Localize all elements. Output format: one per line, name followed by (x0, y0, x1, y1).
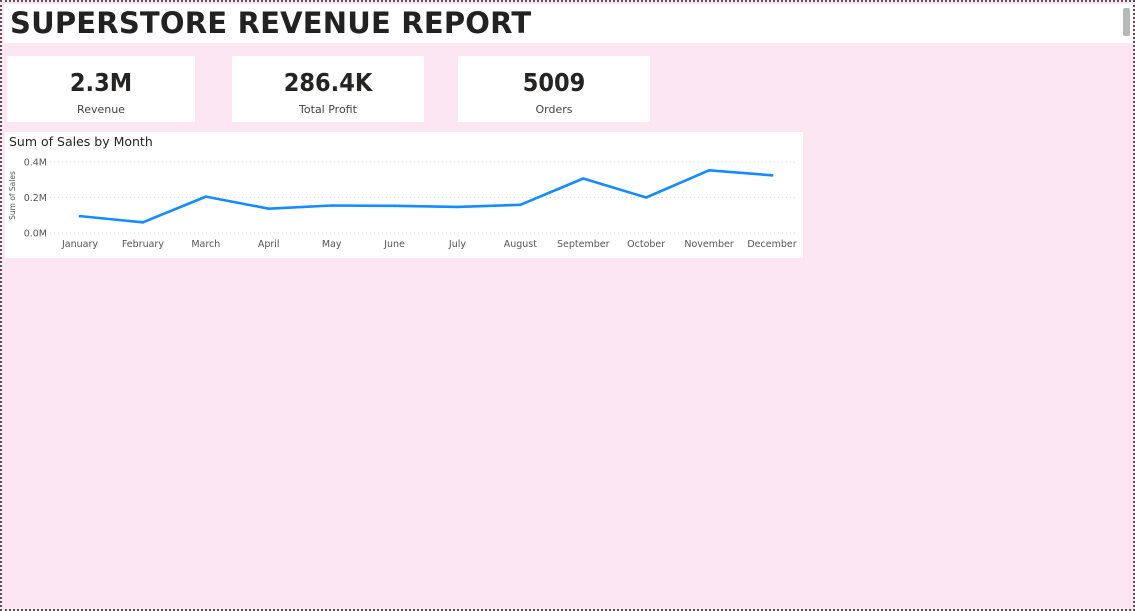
chart-plot[interactable]: 0.0M 0.2M 0.4M Sum of Sales January February M… (5, 132, 803, 258)
sales-line[interactable] (78, 169, 774, 224)
total-profit-label: Total Profit (299, 103, 357, 116)
data-point[interactable] (644, 196, 648, 199)
page-title: SUPERSTORE REVENUE REPORT (10, 6, 532, 40)
sales-by-month-chart[interactable]: Sum of Sales by Month 0.0M 0.2M 0.4M Sum of… (5, 132, 803, 258)
revenue-card[interactable]: 2.3M Revenue (7, 56, 195, 122)
x-tick-label: July (448, 239, 466, 250)
data-point[interactable] (581, 177, 585, 180)
x-tick-label: February (122, 239, 164, 250)
x-tick-label: September (557, 239, 610, 250)
data-point[interactable] (141, 221, 145, 224)
y-tick-label: 0.2M (24, 193, 47, 204)
x-tick-label: April (258, 239, 280, 250)
x-tick-label: October (627, 239, 665, 250)
y-tick-label: 0.0M (24, 229, 47, 240)
data-point[interactable] (770, 174, 774, 177)
x-tick-label: June (383, 239, 405, 250)
x-tick-label: November (684, 239, 734, 250)
x-tick-label: December (747, 239, 796, 250)
total-profit-card[interactable]: 286.4K Total Profit (232, 56, 424, 122)
data-point[interactable] (204, 195, 208, 198)
x-tick-label: August (504, 239, 538, 250)
x-tick-label: January (61, 239, 98, 250)
report-header: SUPERSTORE REVENUE REPORT (4, 4, 1133, 43)
y-axis-title: Sum of Sales (8, 171, 17, 220)
data-point[interactable] (78, 214, 82, 218)
data-point[interactable] (707, 169, 711, 172)
data-point[interactable] (519, 203, 522, 207)
orders-label: Orders (535, 103, 573, 116)
x-tick-label: May (322, 239, 342, 250)
revenue-value: 2.3M (69, 68, 133, 97)
data-point[interactable] (267, 207, 271, 210)
revenue-label: Revenue (77, 103, 125, 116)
y-tick-label: 0.4M (24, 158, 47, 169)
vertical-scrollbar[interactable] (1123, 8, 1130, 36)
data-point[interactable] (456, 205, 459, 209)
data-point[interactable] (330, 204, 333, 207)
orders-card[interactable]: 5009 Orders (458, 56, 650, 122)
total-profit-value: 286.4K (283, 68, 373, 97)
x-tick-label: March (191, 239, 220, 250)
data-point[interactable] (393, 204, 396, 208)
orders-value: 5009 (522, 68, 586, 97)
chart-title: Sum of Sales by Month (9, 134, 153, 149)
